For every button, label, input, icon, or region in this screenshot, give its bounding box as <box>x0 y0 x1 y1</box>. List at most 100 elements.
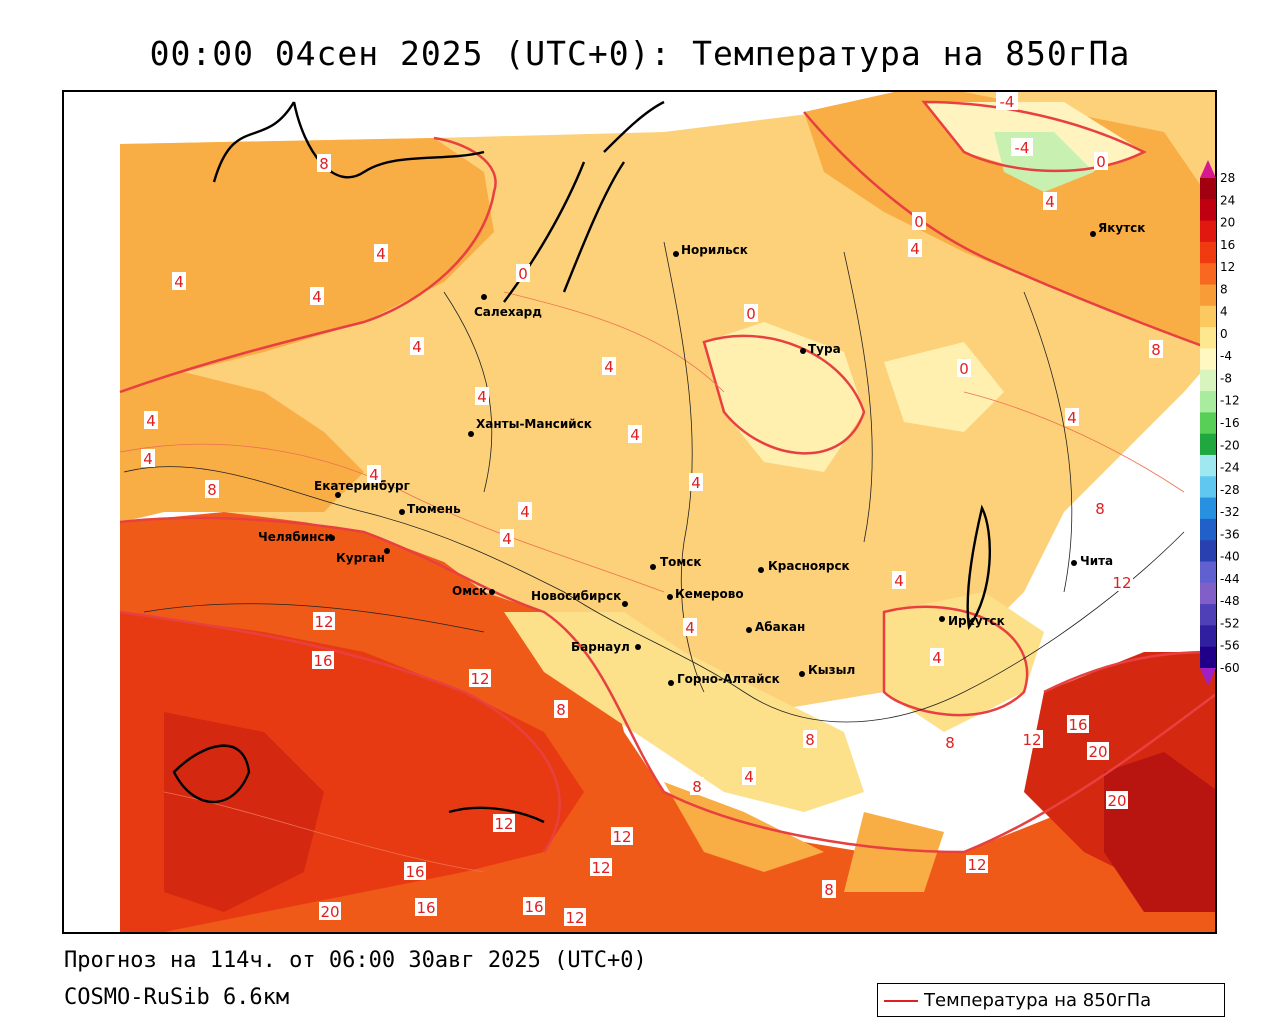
isotherm-label: 8 <box>1149 340 1163 359</box>
svg-text:12: 12 <box>612 828 631 846</box>
city-marker: Чита <box>1071 554 1113 568</box>
color-scale-swatch <box>1200 348 1216 371</box>
color-scale-tick-label: -32 <box>1220 505 1240 519</box>
isotherm-label: 12 <box>564 908 586 927</box>
svg-text:-4: -4 <box>1000 93 1015 111</box>
city-label: Красноярск <box>768 559 850 573</box>
color-scale-tick-label: -56 <box>1220 639 1240 653</box>
city-label: Омск <box>452 584 487 598</box>
city-marker: Салехард <box>474 294 542 319</box>
city-marker: Челябинск <box>258 530 335 544</box>
isotherm-label: 12 <box>611 827 633 846</box>
city-marker: Иркутск <box>939 614 1005 628</box>
city-marker: Новосибирск <box>531 589 628 607</box>
city-label: Тюмень <box>407 502 461 516</box>
isotherm-label: 4 <box>310 287 324 306</box>
color-scale-swatch <box>1200 433 1216 456</box>
color-scale-swatch <box>1200 391 1216 413</box>
color-scale-tick-label: -36 <box>1220 527 1240 541</box>
color-scale-swatch <box>1200 540 1216 562</box>
isotherm-label: 4 <box>374 244 388 263</box>
svg-text:16: 16 <box>405 863 424 881</box>
color-scale-tick-label: -20 <box>1220 438 1240 452</box>
svg-text:4: 4 <box>376 245 386 263</box>
city-markers: Якутск Норильск Салехард Тура Ханты-Манс… <box>258 221 1145 686</box>
map-area: Якутск Норильск Салехард Тура Ханты-Манс… <box>62 90 1217 934</box>
svg-text:4: 4 <box>1067 409 1077 427</box>
color-scale-tick-label: 12 <box>1220 260 1235 274</box>
city-label: Кемерово <box>675 587 744 601</box>
color-scale-swatch <box>1200 412 1216 435</box>
legend-line-swatch <box>884 1000 918 1002</box>
city-marker: Курган <box>336 548 390 565</box>
city-marker: Тура <box>800 342 841 356</box>
color-scale-swatch <box>1200 178 1216 200</box>
svg-text:4: 4 <box>744 768 754 786</box>
isotherm-label: 4 <box>1043 192 1057 211</box>
isotherm-label: 12 <box>1111 573 1133 592</box>
city-label: Тура <box>808 342 841 356</box>
temperature-map: Якутск Норильск Салехард Тура Ханты-Манс… <box>119 92 1215 932</box>
isotherm-label: 0 <box>744 304 758 323</box>
city-marker: Красноярск <box>758 559 850 573</box>
svg-text:0: 0 <box>746 305 756 323</box>
color-scale-tick-label: -44 <box>1220 572 1240 586</box>
city-label: Иркутск <box>948 614 1005 628</box>
color-scale-tick-label: -40 <box>1220 550 1240 564</box>
color-scale-tick-label: 8 <box>1220 282 1228 296</box>
isotherm-label: 4 <box>172 272 186 291</box>
model-info: COSMO-RuSib 6.6км <box>64 985 290 1010</box>
isotherm-label: 8 <box>317 154 331 173</box>
isotherm-label: 16 <box>312 651 334 670</box>
isotherm-label: 4 <box>410 337 424 356</box>
isotherm-label: 12 <box>1021 730 1043 749</box>
isotherm-label: 12 <box>313 612 335 631</box>
isotherm-label: 8 <box>690 777 704 796</box>
svg-text:12: 12 <box>967 856 986 874</box>
color-scale-tick-label: -52 <box>1220 616 1240 630</box>
svg-text:0: 0 <box>1096 153 1106 171</box>
city-label: Якутск <box>1098 221 1145 235</box>
color-scale-tick-label: -48 <box>1220 594 1240 608</box>
color-scale-tick-label: 28 <box>1220 171 1235 185</box>
svg-text:8: 8 <box>824 881 834 899</box>
color-scale-tick-label: 16 <box>1220 238 1235 252</box>
color-scale-swatch <box>1200 327 1216 349</box>
svg-text:4: 4 <box>502 530 512 548</box>
isotherm-label: 4 <box>689 473 703 492</box>
svg-text:4: 4 <box>910 240 920 258</box>
color-scale-swatch <box>1200 476 1216 499</box>
isotherm-label: 8 <box>205 480 219 499</box>
color-scale-swatch <box>1200 561 1216 584</box>
city-label: Екатеринбург <box>314 479 410 493</box>
isotherm-label: 0 <box>1094 152 1108 171</box>
svg-text:4: 4 <box>520 503 530 521</box>
svg-text:12: 12 <box>1022 731 1041 749</box>
isotherm-label: 4 <box>892 571 906 590</box>
isotherm-label: 4 <box>683 618 697 637</box>
svg-text:12: 12 <box>494 815 513 833</box>
color-scale-swatch <box>1200 305 1216 328</box>
legend: Температура на 850гПа <box>877 983 1225 1017</box>
city-label: Томск <box>660 555 702 569</box>
svg-text:0: 0 <box>518 265 528 283</box>
svg-text:4: 4 <box>894 572 904 590</box>
isotherm-label: 4 <box>742 767 756 786</box>
svg-text:4: 4 <box>312 288 322 306</box>
isotherm-label: 8 <box>803 730 817 749</box>
svg-text:8: 8 <box>207 481 217 499</box>
color-scale-swatch <box>1200 241 1216 264</box>
isotherm-label: 4 <box>144 411 158 430</box>
color-scale-swatch <box>1200 454 1216 477</box>
city-marker: Омск <box>452 584 495 598</box>
color-scale-swatch <box>1200 604 1216 626</box>
svg-text:4: 4 <box>1045 193 1055 211</box>
isotherm-label: 16 <box>523 897 545 916</box>
color-scale-tick-label: -24 <box>1220 461 1240 475</box>
isotherm-labels: -4-4040484044400444844484844121216128444… <box>141 92 1163 927</box>
svg-text:0: 0 <box>959 360 969 378</box>
temperature-field <box>120 92 1215 932</box>
isotherm-label: 12 <box>966 855 988 874</box>
color-scale-tick-label: -4 <box>1220 349 1232 363</box>
isotherm-label: 4 <box>908 239 922 258</box>
